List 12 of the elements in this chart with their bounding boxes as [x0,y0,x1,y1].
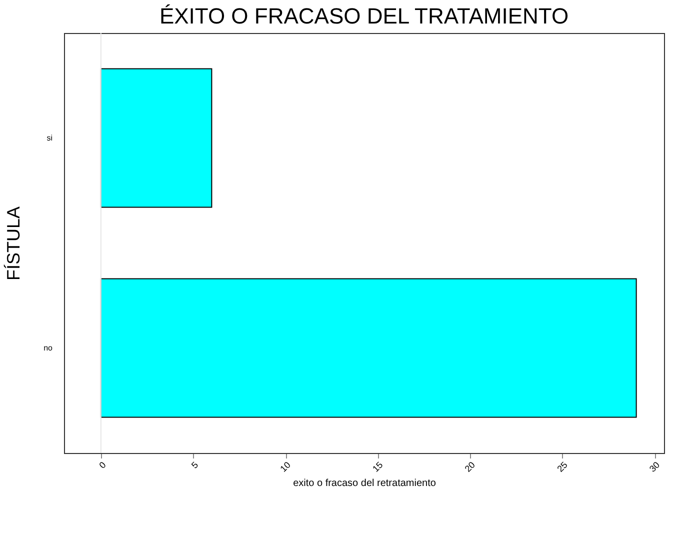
x-tick-label: 20 [462,460,478,474]
x-tick-label: 25 [555,460,570,474]
x-tick-label: 10 [278,460,292,474]
x-axis-title: exito o fracaso del retratamiento [293,478,436,489]
x-tick-label: 15 [370,460,385,474]
y-tick-label: si [46,134,53,142]
y-tick-label: no [44,344,54,352]
y-axis-title: FÍSTULA [4,206,24,281]
x-tick-label: 0 [97,460,108,470]
x-tick-label: 5 [189,460,200,470]
x-tick-label: 30 [647,460,662,474]
chart-title: ÉXITO O FRACASO DEL TRATAMIENTO [159,4,569,28]
